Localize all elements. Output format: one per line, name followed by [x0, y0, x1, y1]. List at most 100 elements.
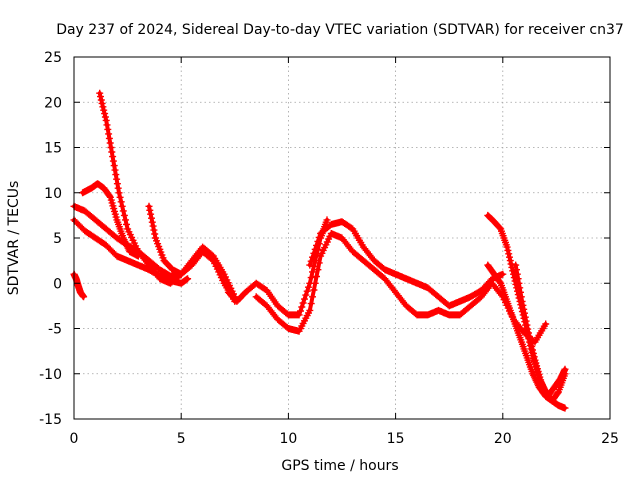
data-point	[111, 155, 115, 159]
data-point	[505, 299, 509, 303]
x-tick-label: 5	[177, 431, 186, 447]
data-point	[458, 313, 462, 317]
data-point	[458, 299, 462, 303]
data-point	[539, 381, 544, 385]
y-tick-label: 10	[44, 186, 62, 202]
data-point	[499, 281, 503, 285]
data-point	[93, 236, 97, 240]
data-point	[102, 186, 106, 190]
data-point	[361, 245, 365, 249]
data-point	[556, 403, 561, 407]
data-point	[372, 259, 376, 263]
data-point	[308, 281, 312, 285]
data-point	[235, 299, 239, 303]
data-point	[308, 263, 312, 267]
data-point	[83, 209, 87, 213]
data-point	[552, 385, 556, 389]
x-tick-label: 10	[279, 431, 297, 447]
data-point	[265, 288, 269, 293]
y-tick-label: -15	[39, 412, 62, 428]
data-point	[82, 295, 86, 299]
data-point	[340, 220, 344, 224]
data-point	[469, 304, 473, 308]
y-tick-label: -5	[48, 322, 62, 338]
series-layer	[70, 89, 569, 412]
data-point	[265, 304, 269, 308]
y-tick-label: 15	[44, 141, 62, 157]
x-tick-label: 0	[70, 431, 79, 447]
x-axis-label: GPS time / hours	[281, 458, 398, 474]
data-point	[286, 313, 290, 317]
data-point	[104, 243, 108, 247]
data-point	[201, 245, 205, 249]
data-point	[126, 259, 130, 263]
data-point	[479, 288, 483, 293]
data-point	[222, 272, 226, 276]
data-point	[556, 390, 561, 394]
data-point	[168, 281, 173, 285]
data-point	[372, 268, 376, 272]
tick-layer: 0 5 10 15 20 25 -15 -10 -5 0 5 10 15 20 25	[39, 50, 619, 447]
data-point	[243, 290, 248, 294]
data-point	[550, 399, 554, 403]
data-point	[563, 367, 567, 371]
data-point	[447, 313, 451, 317]
data-point	[226, 290, 230, 294]
y-tick-label: -10	[39, 367, 62, 383]
series-sat-j	[484, 211, 569, 405]
data-point	[276, 317, 280, 321]
data-point	[325, 218, 329, 222]
data-point	[168, 274, 173, 278]
series-sat-f	[145, 202, 239, 301]
data-point	[520, 299, 524, 303]
data-point	[340, 236, 344, 240]
data-point	[518, 336, 522, 340]
data-point	[563, 406, 567, 410]
data-point	[492, 272, 496, 276]
data-point	[492, 220, 496, 224]
data-point	[74, 277, 78, 281]
y-tick-label: 5	[53, 231, 62, 247]
data-point	[147, 263, 151, 267]
data-point	[394, 290, 398, 294]
data-point	[559, 376, 563, 380]
data-point	[147, 204, 151, 208]
data-point	[179, 272, 183, 276]
data-point	[319, 254, 323, 258]
data-point	[76, 284, 80, 288]
data-point	[96, 182, 100, 186]
data-point	[308, 308, 312, 312]
data-point	[544, 322, 548, 326]
data-point	[115, 218, 119, 222]
data-point	[98, 91, 102, 95]
data-point	[546, 394, 550, 398]
data-point	[93, 218, 97, 222]
data-point	[104, 227, 108, 231]
data-point	[186, 277, 190, 281]
data-point	[89, 186, 93, 190]
data-point	[158, 277, 162, 281]
data-point	[505, 245, 509, 249]
data-point	[490, 277, 494, 281]
data-point	[171, 268, 175, 272]
data-point	[511, 317, 516, 321]
data-point	[78, 290, 82, 294]
y-axis-label: SDTVAR / TECUs	[6, 181, 22, 296]
data-point	[501, 272, 505, 276]
data-point	[415, 313, 419, 317]
data-point	[81, 191, 85, 195]
data-point	[211, 254, 215, 258]
data-point	[115, 236, 119, 240]
data-point	[524, 354, 529, 358]
y-tick-label: 25	[44, 50, 62, 66]
series-sat-l	[512, 261, 569, 400]
y-tick-label: 20	[44, 95, 62, 111]
data-point	[447, 304, 451, 308]
data-point	[136, 263, 140, 267]
data-point	[297, 313, 301, 317]
x-tick-label: 25	[601, 431, 619, 447]
plus-markers	[306, 218, 507, 310]
data-point	[415, 281, 419, 285]
data-point	[297, 329, 301, 333]
